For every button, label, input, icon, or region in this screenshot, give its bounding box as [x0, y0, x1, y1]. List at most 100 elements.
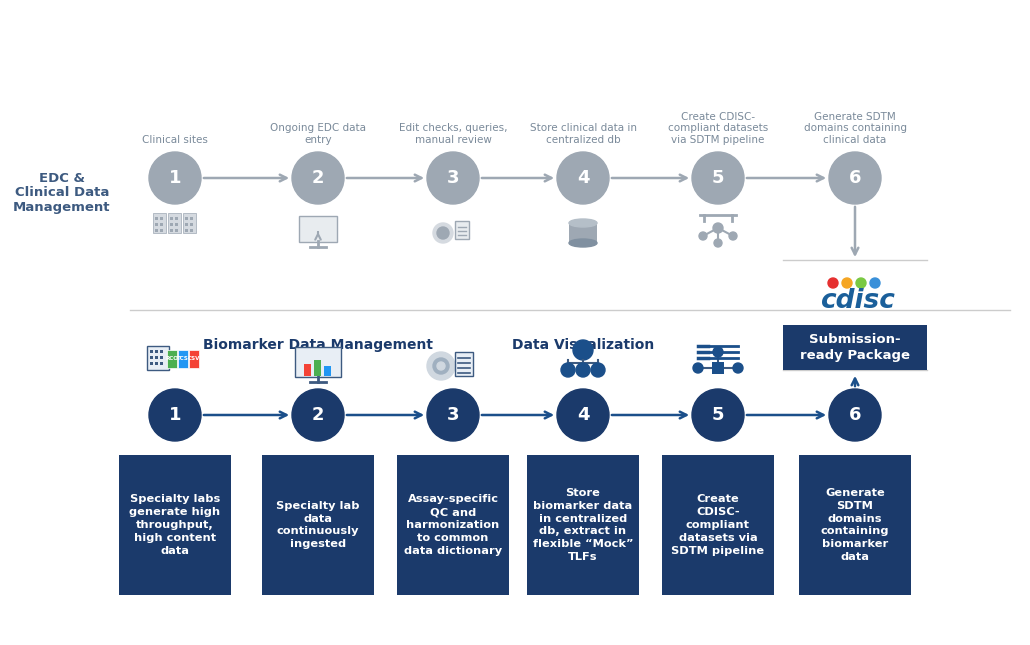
FancyBboxPatch shape: [154, 229, 158, 232]
FancyBboxPatch shape: [799, 455, 911, 595]
Text: EDC &
Clinical Data
Management: EDC & Clinical Data Management: [13, 172, 111, 215]
Circle shape: [557, 389, 609, 441]
FancyBboxPatch shape: [119, 455, 231, 595]
Text: Edit checks, queries,
manual review: Edit checks, queries, manual review: [399, 123, 507, 145]
Text: Generate
SDTM
domains
containing
biomarker
data: Generate SDTM domains containing biomark…: [821, 488, 889, 562]
Circle shape: [433, 358, 449, 374]
Text: 3: 3: [447, 169, 459, 187]
Circle shape: [291, 152, 344, 204]
Circle shape: [870, 278, 880, 288]
Text: Ongoing EDC data
entry: Ongoing EDC data entry: [270, 123, 366, 145]
FancyBboxPatch shape: [712, 362, 724, 374]
Text: Data Visualization: Data Visualization: [512, 338, 654, 352]
Circle shape: [828, 278, 838, 288]
Text: Store clinical data in
centralized db: Store clinical data in centralized db: [529, 123, 637, 145]
FancyBboxPatch shape: [262, 455, 374, 595]
FancyBboxPatch shape: [188, 350, 199, 368]
Circle shape: [557, 152, 609, 204]
FancyBboxPatch shape: [154, 350, 158, 353]
Circle shape: [729, 232, 737, 240]
Text: Biomarker Data Management: Biomarker Data Management: [203, 338, 433, 352]
Text: Store
biomarker data
in centralized
db, extract in
flexible “Mock”
TLFs: Store biomarker data in centralized db, …: [533, 488, 633, 562]
Circle shape: [573, 340, 593, 360]
FancyBboxPatch shape: [170, 229, 173, 232]
FancyBboxPatch shape: [147, 346, 169, 370]
Text: Create CDISC-
compliant datasets
via SDTM pipeline: Create CDISC- compliant datasets via SDT…: [667, 112, 768, 145]
Text: CSV: CSV: [187, 357, 200, 361]
Circle shape: [692, 389, 744, 441]
FancyBboxPatch shape: [295, 347, 341, 377]
Circle shape: [829, 389, 881, 441]
FancyBboxPatch shape: [569, 223, 597, 243]
FancyBboxPatch shape: [167, 350, 177, 368]
FancyBboxPatch shape: [150, 362, 152, 365]
FancyBboxPatch shape: [783, 325, 927, 370]
Circle shape: [856, 278, 866, 288]
Circle shape: [591, 363, 605, 377]
Circle shape: [437, 362, 445, 370]
Circle shape: [433, 223, 453, 243]
FancyBboxPatch shape: [154, 362, 158, 365]
Text: 4: 4: [577, 406, 589, 424]
FancyBboxPatch shape: [455, 352, 473, 376]
Circle shape: [713, 347, 723, 357]
Circle shape: [149, 389, 201, 441]
FancyBboxPatch shape: [160, 223, 163, 226]
FancyBboxPatch shape: [455, 221, 469, 239]
Circle shape: [699, 232, 707, 240]
FancyBboxPatch shape: [185, 229, 188, 232]
FancyBboxPatch shape: [160, 229, 163, 232]
FancyBboxPatch shape: [154, 223, 158, 226]
FancyBboxPatch shape: [150, 350, 152, 353]
FancyBboxPatch shape: [153, 213, 166, 233]
FancyBboxPatch shape: [170, 217, 173, 220]
Text: 5: 5: [712, 406, 724, 424]
FancyBboxPatch shape: [397, 455, 509, 595]
Text: 4: 4: [577, 169, 589, 187]
Circle shape: [733, 363, 743, 373]
Ellipse shape: [569, 239, 597, 247]
Circle shape: [714, 239, 722, 247]
Text: Specialty labs
generate high
throughput,
high content
data: Specialty labs generate high throughput,…: [130, 495, 220, 555]
FancyBboxPatch shape: [175, 223, 178, 226]
Circle shape: [427, 389, 479, 441]
Circle shape: [427, 352, 455, 380]
Text: Assay-specific
QC and
harmonization
to common
data dictionary: Assay-specific QC and harmonization to c…: [404, 495, 502, 555]
FancyBboxPatch shape: [304, 364, 311, 376]
FancyBboxPatch shape: [160, 217, 163, 220]
Circle shape: [291, 389, 344, 441]
FancyBboxPatch shape: [160, 350, 163, 353]
Circle shape: [692, 152, 744, 204]
Circle shape: [576, 363, 590, 377]
FancyBboxPatch shape: [324, 366, 331, 376]
Circle shape: [693, 363, 703, 373]
Circle shape: [829, 152, 881, 204]
FancyBboxPatch shape: [314, 360, 321, 376]
Text: 1: 1: [169, 406, 181, 424]
Circle shape: [561, 363, 575, 377]
FancyBboxPatch shape: [190, 217, 193, 220]
Text: RCO: RCO: [166, 357, 178, 361]
Circle shape: [713, 223, 723, 233]
Text: 2: 2: [312, 406, 324, 424]
Circle shape: [842, 278, 852, 288]
FancyBboxPatch shape: [170, 223, 173, 226]
FancyBboxPatch shape: [299, 216, 337, 242]
Text: TCS: TCS: [177, 357, 188, 361]
FancyBboxPatch shape: [190, 229, 193, 232]
Text: cdisc: cdisc: [820, 288, 894, 314]
Text: 1: 1: [169, 169, 181, 187]
FancyBboxPatch shape: [183, 213, 196, 233]
FancyBboxPatch shape: [185, 223, 188, 226]
FancyBboxPatch shape: [168, 213, 181, 233]
FancyBboxPatch shape: [154, 356, 158, 359]
FancyBboxPatch shape: [160, 362, 163, 365]
Text: Generate SDTM
domains containing
clinical data: Generate SDTM domains containing clinica…: [803, 112, 906, 145]
FancyBboxPatch shape: [154, 217, 158, 220]
Text: 6: 6: [849, 406, 861, 424]
FancyBboxPatch shape: [662, 455, 774, 595]
FancyBboxPatch shape: [190, 223, 193, 226]
FancyBboxPatch shape: [178, 350, 188, 368]
FancyBboxPatch shape: [527, 455, 639, 595]
FancyBboxPatch shape: [160, 356, 163, 359]
